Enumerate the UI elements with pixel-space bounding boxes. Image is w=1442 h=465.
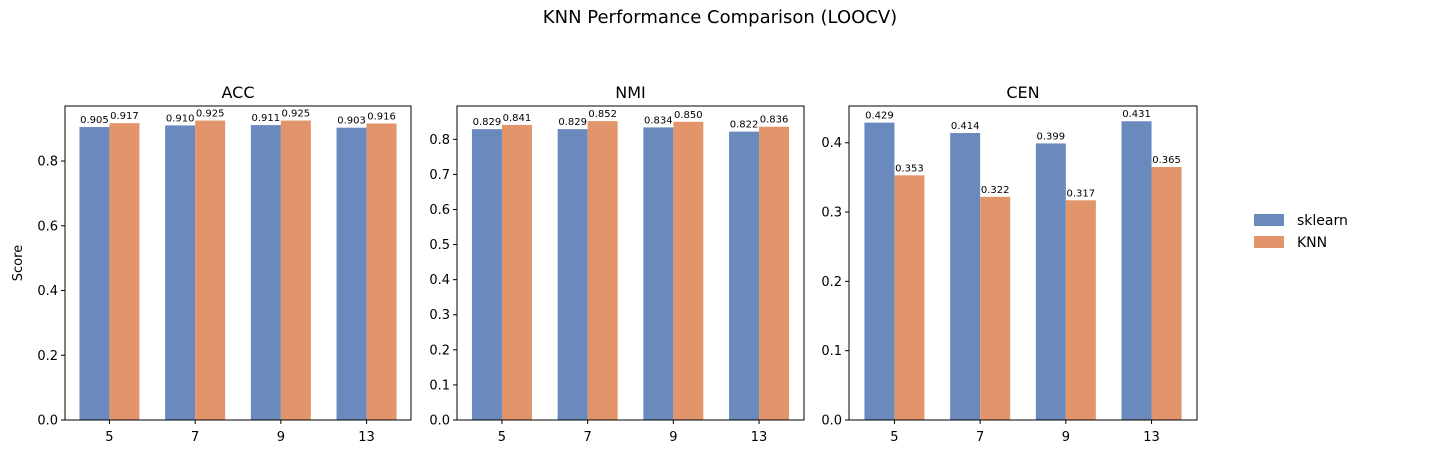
bar-value-label: 0.365 (1152, 155, 1181, 166)
y-tick-label: 0.2 (37, 349, 58, 364)
bar-value-label: 0.905 (80, 115, 109, 126)
bar-value-label: 0.829 (473, 117, 502, 128)
y-tick-label: 0.7 (429, 168, 450, 183)
bar-knn-13 (1151, 166, 1182, 420)
bar-sklearn-7 (165, 125, 196, 421)
bar-sklearn-5 (471, 129, 502, 420)
bar-sklearn-9 (250, 125, 281, 420)
y-tick-label: 0.5 (429, 238, 450, 253)
bar-knn-7 (195, 120, 226, 420)
bar-sklearn-5 (79, 127, 110, 421)
bar-value-label: 0.910 (166, 113, 195, 124)
bar-value-label: 0.925 (196, 109, 225, 120)
figure-title: KNN Performance Comparison (LOOCV) (543, 7, 897, 28)
bar-value-label: 0.429 (865, 111, 894, 122)
bar-knn-9 (673, 121, 704, 420)
plot-frame (64, 105, 412, 421)
x-tick-label: 9 (277, 430, 285, 445)
x-tick-label: 13 (358, 430, 375, 445)
y-axis-label: Score (11, 245, 26, 281)
bar-knn-7 (587, 121, 618, 421)
bar-sklearn-13 (729, 131, 760, 420)
y-tick-label: 0.0 (37, 414, 58, 429)
chart-panel-cen: 0.429 0.414 0.399 0.431 0.353 0.322 0.317 0.365… (821, 83, 1198, 445)
bar-value-label: 0.903 (337, 116, 366, 127)
chart-panels: 0.905 0.910 0.911 0.903 0.917 0.925 0.925 0.916… (11, 83, 1198, 445)
bar-sklearn-9 (643, 127, 674, 420)
bar-value-label: 0.925 (282, 109, 311, 120)
y-tick-label: 0.1 (429, 378, 450, 393)
y-tick-label: 0.2 (429, 343, 450, 358)
x-tick-label: 13 (751, 430, 768, 445)
y-tick-label: 0.2 (821, 275, 842, 290)
bar-sklearn-7 (950, 133, 981, 420)
y-tick-label: 0.0 (821, 414, 842, 429)
bar-knn-5 (109, 123, 140, 420)
bar-value-label: 0.911 (252, 113, 281, 124)
bar-value-label: 0.317 (1067, 188, 1096, 199)
bar-sklearn-5 (864, 122, 895, 420)
panel-title: CEN (1006, 83, 1039, 102)
x-tick-label: 7 (976, 430, 984, 445)
bar-value-label: 0.414 (951, 121, 980, 132)
bar-value-label: 0.852 (588, 109, 617, 120)
bar-value-label: 0.829 (558, 117, 587, 128)
plot-frame (848, 105, 1198, 421)
x-tick-label: 7 (584, 430, 592, 445)
bar-value-label: 0.322 (981, 185, 1010, 196)
legend-label-knn: KNN (1297, 235, 1327, 251)
y-tick-label: 0.4 (821, 136, 842, 151)
bar-value-label: 0.399 (1037, 131, 1066, 142)
bar-sklearn-7 (557, 129, 588, 420)
bar-value-label: 0.834 (644, 115, 673, 126)
bar-value-label: 0.822 (730, 120, 759, 131)
plot-frame (456, 105, 805, 421)
chart-panel-acc: 0.905 0.910 0.911 0.903 0.917 0.925 0.925 0.916… (11, 83, 412, 445)
y-tick-label: 0.6 (37, 219, 58, 234)
bar-sklearn-9 (1035, 143, 1066, 420)
legend-swatch-knn (1254, 236, 1284, 248)
bar-knn-13 (759, 126, 790, 421)
bar-value-label: 0.850 (674, 110, 703, 121)
legend-swatch-sklearn (1254, 214, 1284, 226)
y-tick-label: 0.4 (429, 273, 450, 288)
y-tick-label: 0.8 (37, 155, 58, 170)
legend-label-sklearn: sklearn (1297, 213, 1348, 229)
bar-knn-13 (366, 123, 397, 421)
y-tick-label: 0.8 (429, 133, 450, 148)
bar-knn-5 (501, 124, 532, 420)
x-tick-label: 7 (191, 430, 199, 445)
bar-knn-9 (280, 120, 311, 420)
bar-value-label: 0.917 (110, 111, 139, 122)
x-tick-label: 5 (105, 430, 113, 445)
x-tick-label: 13 (1143, 430, 1160, 445)
legend: sklearn KNN (1254, 213, 1348, 251)
bar-value-label: 0.836 (760, 115, 789, 126)
bar-value-label: 0.431 (1122, 109, 1151, 120)
y-tick-label: 0.0 (429, 414, 450, 429)
y-tick-label: 0.4 (37, 284, 58, 299)
bar-sklearn-13 (1121, 121, 1152, 420)
x-tick-label: 9 (669, 430, 677, 445)
bar-knn-9 (1065, 200, 1096, 420)
y-tick-label: 0.6 (429, 203, 450, 218)
panel-title: NMI (615, 83, 646, 102)
bar-knn-5 (894, 175, 925, 420)
y-tick-label: 0.3 (821, 206, 842, 221)
bar-knn-7 (980, 196, 1011, 420)
chart-panel-nmi: 0.829 0.829 0.834 0.822 0.841 0.852 0.850 0.836… (429, 83, 805, 445)
y-tick-label: 0.1 (821, 344, 842, 359)
y-tick-label: 0.3 (429, 308, 450, 323)
bar-sklearn-13 (336, 127, 367, 420)
x-tick-label: 5 (498, 430, 506, 445)
panel-title: ACC (221, 83, 254, 102)
bar-value-label: 0.916 (367, 111, 396, 122)
x-tick-label: 5 (890, 430, 898, 445)
bar-value-label: 0.353 (895, 163, 924, 174)
x-tick-label: 9 (1062, 430, 1070, 445)
bar-value-label: 0.841 (503, 113, 532, 124)
